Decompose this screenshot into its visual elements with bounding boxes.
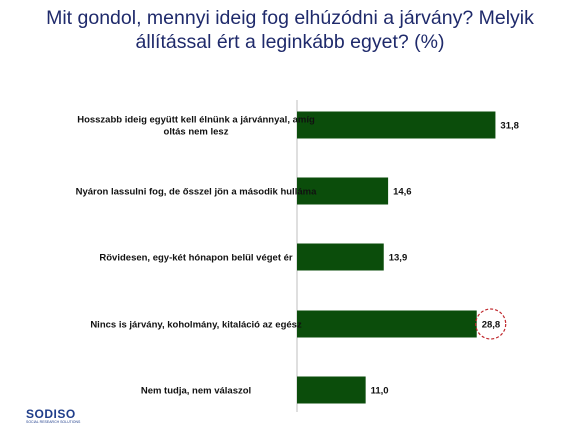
- bar-4: [297, 310, 477, 338]
- title-line-1: Mit gondol, mennyi ideig fog elhúzódni a…: [46, 7, 534, 29]
- page-title: Mit gondol, mennyi ideig fog elhúzódni a…: [30, 6, 550, 54]
- category-label-3: Rövidesen, egy-két hónapon belül véget é…: [99, 253, 293, 264]
- sodiso-logo: SODISO SOCIAL RESEARCH SOLUTIONS: [26, 408, 80, 425]
- bar-1: [297, 111, 496, 139]
- value-label-2: 14,6: [393, 187, 412, 198]
- value-label-1: 31,8: [500, 121, 519, 132]
- logo-subtext: SOCIAL RESEARCH SOLUTIONS: [26, 420, 81, 424]
- logo-text: SODISO: [26, 407, 76, 421]
- bar-3: [297, 243, 384, 271]
- category-label-2: Nyáron lassulni fog, de ősszel jön a más…: [76, 187, 317, 198]
- bar-2: [297, 177, 389, 205]
- category-label-4: Nincs is járvány, koholmány, kitaláció a…: [90, 320, 302, 331]
- title-line-2: állítással ért a leginkább egyet? (%): [135, 31, 445, 53]
- highlight-circle: [475, 308, 507, 340]
- category-label-1: Hosszabb ideig együtt kell élnünk a járv…: [77, 115, 315, 138]
- value-label-4: 28,8: [482, 320, 501, 331]
- category-label-5: Nem tudja, nem válaszol: [141, 386, 251, 397]
- value-label-3: 13,9: [389, 253, 408, 264]
- bar-5: [297, 376, 366, 404]
- value-label-5: 11,0: [371, 386, 389, 397]
